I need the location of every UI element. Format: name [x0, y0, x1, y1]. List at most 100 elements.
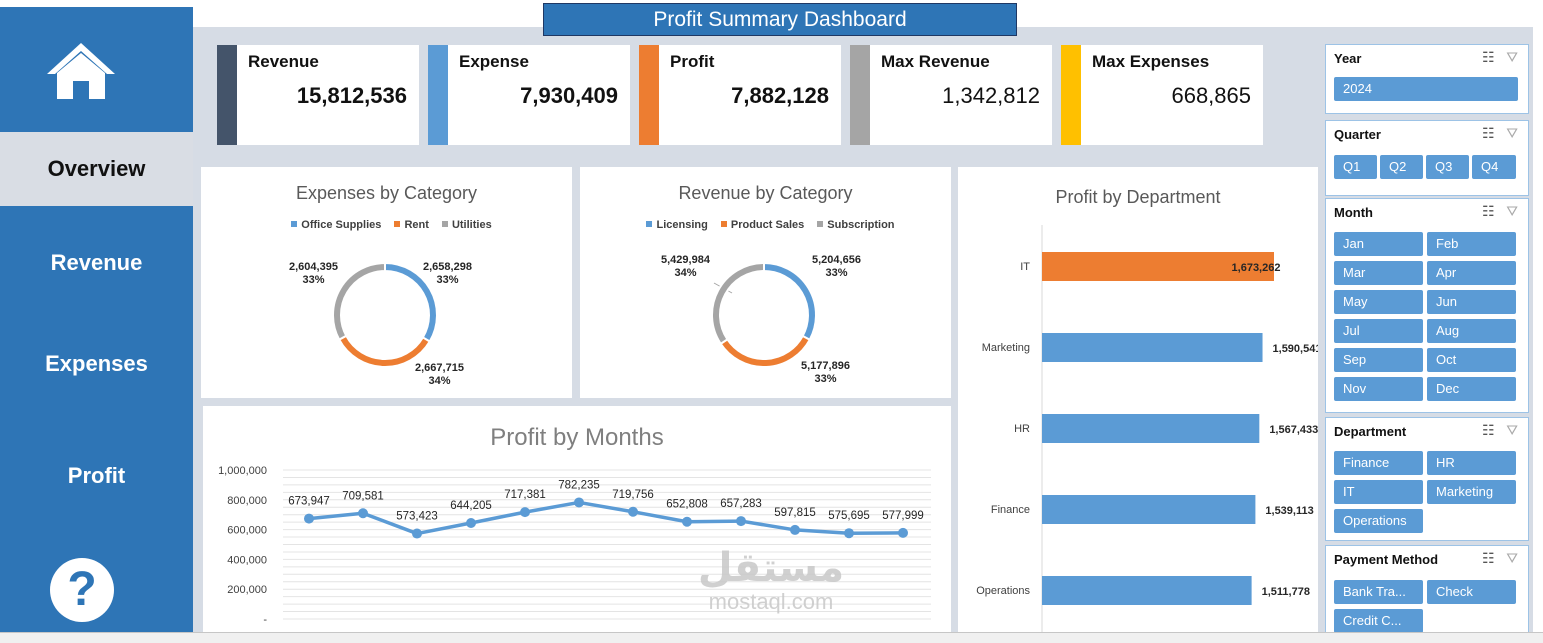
nav-overview[interactable]: Overview	[0, 132, 193, 206]
series-line	[308, 500, 904, 536]
slicer-item-marketing[interactable]: Marketing	[1427, 480, 1516, 504]
y-tick-label: 600,000	[227, 525, 267, 537]
point-label: 709,581	[342, 490, 384, 502]
category-label: IT	[1020, 261, 1030, 273]
slicer-item-jul[interactable]: Jul	[1334, 319, 1423, 343]
kpi-profit-card: Profit 7,882,128	[639, 45, 841, 145]
sidebar: Overview Revenue Expenses Profit ?	[0, 7, 193, 642]
slicer-item-q4[interactable]: Q4	[1472, 155, 1516, 179]
quarter-slicer: Quarter ☷ ⛛ Q1 Q2 Q3 Q4	[1325, 120, 1529, 196]
slicer-item-feb[interactable]: Feb	[1427, 232, 1516, 256]
legend-item: Office Supplies	[301, 219, 382, 231]
data-point	[628, 506, 638, 517]
data-label: 2,658,298 33%	[423, 261, 472, 286]
donut-slice	[763, 261, 817, 342]
point-label: 717,381	[504, 489, 546, 501]
slicer-item-apr[interactable]: Apr	[1427, 261, 1516, 285]
expenses-by-category-chart: Expenses by Category Office Supplies Ren…	[201, 167, 572, 398]
slicer-item-2024[interactable]: 2024	[1334, 77, 1518, 101]
multi-select-icon[interactable]: ☷	[1482, 125, 1495, 141]
value-label: 1,590,541	[1273, 343, 1318, 355]
data-label: 5,204,656 33%	[812, 254, 861, 279]
point-label: 657,283	[720, 498, 762, 510]
help-icon[interactable]: ?	[50, 558, 114, 622]
slicer-item-q3[interactable]: Q3	[1426, 155, 1469, 179]
donut-slice	[719, 334, 812, 368]
kpi-label: Profit	[670, 52, 715, 71]
slicer-item-dec[interactable]: Dec	[1427, 377, 1516, 401]
chart-title: Revenue by Category	[678, 183, 853, 203]
slicer-item-jun[interactable]: Jun	[1427, 290, 1516, 314]
profit-by-department-chart: Profit by Department IT 1,673,262 Marketin…	[958, 167, 1318, 642]
kpi-color-bar	[1061, 45, 1081, 145]
home-icon[interactable]	[45, 40, 117, 102]
slicer-item-nov[interactable]: Nov	[1334, 377, 1423, 401]
clear-filter-icon[interactable]: ⛛	[1506, 49, 1518, 65]
kpi-color-bar	[217, 45, 237, 145]
nav-revenue[interactable]: Revenue	[50, 250, 143, 275]
multi-select-icon[interactable]: ☷	[1482, 422, 1495, 438]
point-label: 644,205	[450, 500, 492, 512]
nav-profit[interactable]: Profit	[67, 463, 126, 488]
slicer-item-mar[interactable]: Mar	[1334, 261, 1423, 285]
clear-filter-icon[interactable]: ⛛	[1506, 550, 1518, 566]
slicer-item-q1[interactable]: Q1	[1334, 155, 1377, 179]
watermark: مستقل mostaql.com	[686, 546, 856, 614]
category-label: Marketing	[982, 342, 1030, 354]
chart-title: Profit by Months	[490, 424, 664, 451]
point-label: 577,999	[882, 510, 924, 522]
slicer-item-it[interactable]: IT	[1334, 480, 1423, 504]
point-label: 719,756	[612, 489, 654, 501]
slicer-item-aug[interactable]: Aug	[1427, 319, 1516, 343]
slicer-item-q2[interactable]: Q2	[1380, 155, 1423, 179]
value-label: 1,567,433	[1269, 424, 1318, 436]
slicer-item-may[interactable]: May	[1334, 290, 1423, 314]
slicer-item-check[interactable]: Check	[1427, 580, 1516, 604]
data-point	[574, 497, 584, 508]
bar	[1042, 252, 1274, 281]
data-point	[358, 508, 368, 519]
chart-legend: Licensing Product Sales Subscription	[580, 219, 951, 231]
clear-filter-icon[interactable]: ⛛	[1506, 203, 1518, 219]
slicer-item-operations[interactable]: Operations	[1334, 509, 1423, 533]
bar-chart-svg: IT 1,673,262 Marketing 1,590,541 HR 1,567,433…	[976, 225, 1318, 642]
slicer-item-jan[interactable]: Jan	[1334, 232, 1423, 256]
slicer-icons: ☷ ⛛	[1482, 422, 1518, 439]
multi-select-icon[interactable]: ☷	[1482, 49, 1495, 65]
point-label: 782,235	[558, 479, 600, 491]
slicer-item-sep[interactable]: Sep	[1334, 348, 1423, 372]
kpi-label: Revenue	[248, 52, 319, 71]
data-point	[736, 516, 746, 527]
slicer-item-bank-transfer[interactable]: Bank Tra...	[1334, 580, 1423, 604]
page-title: Profit Summary Dashboard	[543, 3, 1017, 36]
y-tick-label: 1,000,000	[218, 465, 267, 477]
department-slicer: Department ☷ ⛛ Finance HR IT Marketing O…	[1325, 417, 1529, 541]
kpi-max-expenses-card: Max Expenses 668,865	[1061, 45, 1263, 145]
data-label: 2,667,715 34%	[415, 362, 464, 387]
multi-select-icon[interactable]: ☷	[1482, 550, 1495, 566]
line-chart-svg: 1,000,000 800,000 600,000 400,000 200,000 - 6…	[218, 465, 931, 626]
bar	[1042, 495, 1256, 524]
kpi-color-bar	[639, 45, 659, 145]
bar	[1042, 333, 1263, 362]
slicer-title: Payment Method	[1334, 552, 1439, 567]
multi-select-icon[interactable]: ☷	[1482, 203, 1495, 219]
kpi-revenue-card: Revenue 15,812,536	[217, 45, 419, 145]
kpi-value: 7,930,409	[520, 83, 618, 108]
slicer-item-oct[interactable]: Oct	[1427, 348, 1516, 372]
data-point	[466, 518, 476, 529]
slicer-item-finance[interactable]: Finance	[1334, 451, 1423, 475]
slicer-item-credit-card[interactable]: Credit C...	[1334, 609, 1423, 633]
clear-filter-icon[interactable]: ⛛	[1506, 125, 1518, 141]
kpi-value: 1,342,812	[942, 83, 1040, 108]
clear-filter-icon[interactable]: ⛛	[1506, 422, 1518, 438]
data-point	[898, 527, 908, 538]
legend-item: Rent	[404, 219, 429, 231]
nav-expenses[interactable]: Expenses	[45, 351, 148, 376]
data-label: 5,429,984 34%	[661, 254, 710, 279]
point-label: 652,808	[666, 499, 708, 511]
value-label: 1,539,113	[1265, 505, 1313, 517]
slicer-item-hr[interactable]: HR	[1427, 451, 1516, 475]
data-point	[790, 524, 800, 535]
point-label: 575,695	[828, 510, 870, 522]
